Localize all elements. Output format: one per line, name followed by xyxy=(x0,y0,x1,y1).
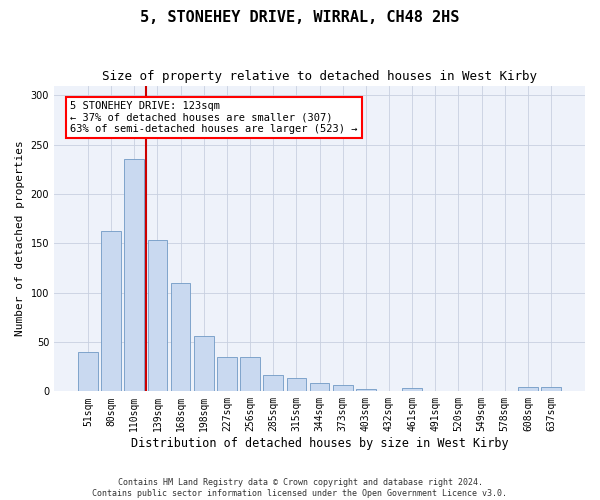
Bar xyxy=(240,357,260,392)
Bar xyxy=(217,357,237,392)
Bar xyxy=(124,158,144,392)
Bar xyxy=(78,352,98,392)
Bar xyxy=(310,384,329,392)
Title: Size of property relative to detached houses in West Kirby: Size of property relative to detached ho… xyxy=(102,70,537,83)
Bar xyxy=(518,388,538,392)
Bar xyxy=(101,230,121,392)
Bar xyxy=(541,388,561,392)
Bar xyxy=(148,240,167,392)
Bar xyxy=(263,374,283,392)
Bar xyxy=(287,378,306,392)
Bar xyxy=(194,336,214,392)
Bar xyxy=(171,283,190,392)
Y-axis label: Number of detached properties: Number of detached properties xyxy=(15,140,25,336)
Bar xyxy=(333,386,353,392)
Bar xyxy=(356,390,376,392)
X-axis label: Distribution of detached houses by size in West Kirby: Distribution of detached houses by size … xyxy=(131,437,508,450)
Text: Contains HM Land Registry data © Crown copyright and database right 2024.
Contai: Contains HM Land Registry data © Crown c… xyxy=(92,478,508,498)
Text: 5, STONEHEY DRIVE, WIRRAL, CH48 2HS: 5, STONEHEY DRIVE, WIRRAL, CH48 2HS xyxy=(140,10,460,25)
Bar xyxy=(402,388,422,392)
Text: 5 STONEHEY DRIVE: 123sqm
← 37% of detached houses are smaller (307)
63% of semi-: 5 STONEHEY DRIVE: 123sqm ← 37% of detach… xyxy=(70,101,358,134)
